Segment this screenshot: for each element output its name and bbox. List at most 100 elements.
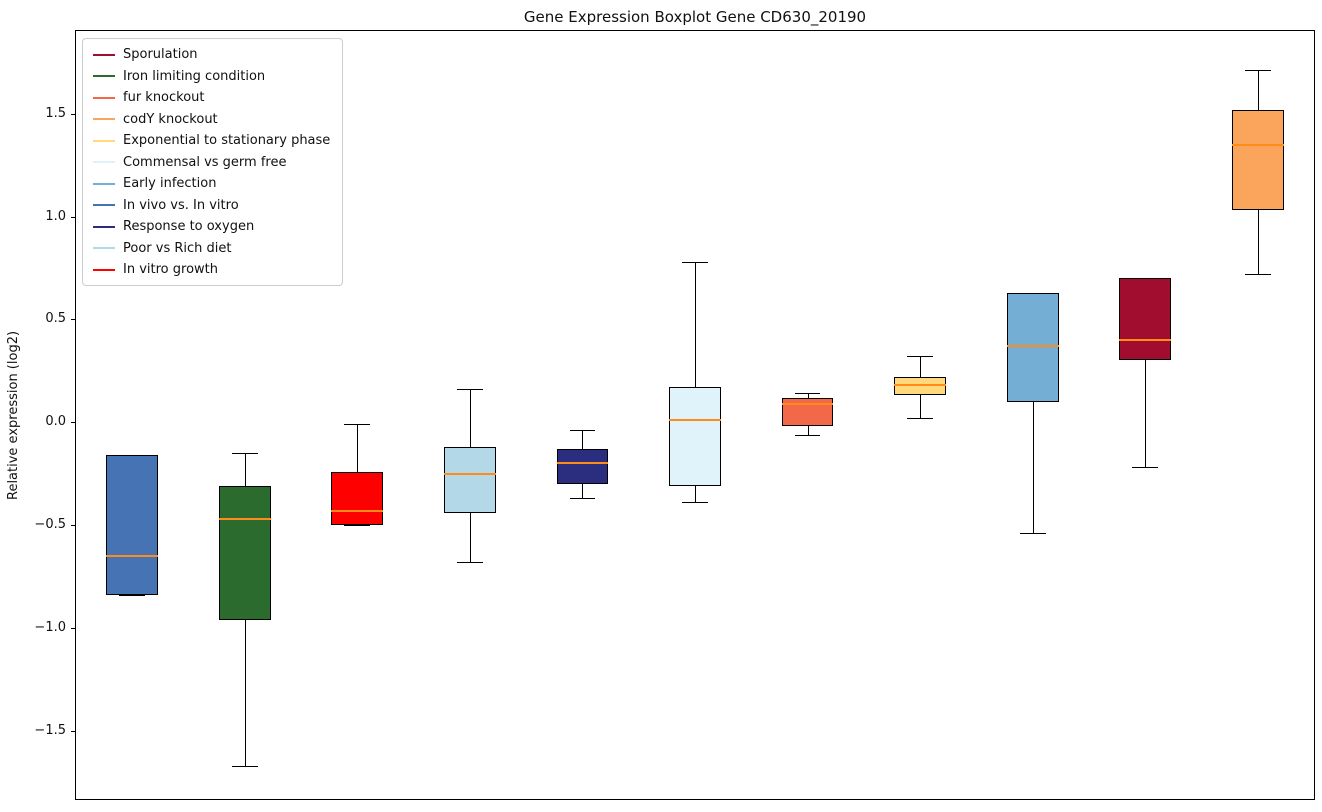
whisker-cap <box>907 418 934 420</box>
whisker <box>582 430 584 449</box>
median-line <box>444 472 496 475</box>
legend-label: Early infection <box>123 176 217 191</box>
plot-area: −1.5 −1.0 −0.5 0.0 0.5 1.0 1.5 Sporulation Iron… <box>34 30 1315 800</box>
box <box>444 446 496 513</box>
whisker-cap <box>794 434 821 436</box>
chart-title: Gene Expression Boxplot Gene CD630_20190 <box>523 8 867 26</box>
whisker-cap <box>682 261 708 263</box>
legend-label: Sporulation <box>123 47 198 62</box>
y-tick-label: 0.5 <box>45 311 66 327</box>
y-tick-label: 1.5 <box>45 105 66 121</box>
whisker <box>920 395 922 419</box>
legend-item: Commensal vs germ free <box>93 154 330 171</box>
legend-item: Early infection <box>93 175 330 192</box>
whisker <box>469 389 471 447</box>
y-tick-mark <box>71 113 76 115</box>
box <box>894 376 946 396</box>
legend-label: Iron limiting condition <box>123 68 266 84</box>
median-line <box>218 517 271 520</box>
whisker <box>920 356 922 377</box>
whisker <box>807 426 809 435</box>
y-tick-label: 1.0 <box>45 208 66 224</box>
box <box>106 455 159 595</box>
legend-swatch <box>93 182 115 185</box>
legend-label: fur knockout <box>123 90 205 105</box>
legend-swatch <box>93 118 115 120</box>
median-line <box>556 462 609 465</box>
box <box>669 387 721 486</box>
legend-item: Response to oxygen <box>93 218 330 235</box>
whisker-cap <box>231 453 258 455</box>
legend-item: Poor vs Rich diet <box>93 240 330 257</box>
whisker-cap <box>344 525 371 527</box>
whisker-cap <box>456 562 483 564</box>
whisker <box>1257 70 1259 110</box>
whisker <box>357 424 359 472</box>
whisker <box>695 485 696 503</box>
box <box>556 448 609 484</box>
legend-swatch <box>93 268 115 271</box>
y-tick-mark <box>71 730 76 732</box>
whisker-cap <box>1132 467 1159 469</box>
y-tick-mark <box>71 216 76 218</box>
whisker-cap <box>119 594 146 596</box>
legend-label: Response to oxygen <box>123 219 255 234</box>
whisker-cap <box>907 356 934 358</box>
whisker-cap <box>456 389 483 391</box>
legend-swatch <box>93 75 115 77</box>
whisker <box>1032 401 1034 534</box>
legend-swatch <box>93 96 115 99</box>
y-tick-mark <box>71 525 76 527</box>
whisker <box>807 393 809 398</box>
legend-item: fur knockout <box>93 89 330 106</box>
legend-label: codY knockout <box>123 111 218 127</box>
legend-label: Exponential to stationary phase <box>123 133 331 148</box>
whisker-cap <box>569 430 596 432</box>
legend-label: In vivo vs. In vitro <box>123 197 239 213</box>
y-tick-label: −1.5 <box>34 722 66 738</box>
legend-swatch <box>93 247 115 249</box>
legend-swatch <box>93 225 115 228</box>
whisker <box>244 619 246 766</box>
median-line <box>1006 345 1059 348</box>
whisker <box>244 453 246 486</box>
whisker <box>1257 210 1259 275</box>
legend-swatch <box>93 161 115 163</box>
whisker-cap <box>344 424 371 426</box>
whisker-cap <box>231 765 258 767</box>
whisker-cap <box>1244 70 1271 72</box>
whisker-cap <box>1019 533 1046 535</box>
legend: Sporulation Iron limiting condition fur kn… <box>82 38 344 286</box>
legend-label: In vitro growth <box>123 262 218 277</box>
median-line <box>669 419 721 422</box>
median-line <box>106 554 159 557</box>
legend-label: Commensal vs germ free <box>123 154 287 170</box>
median-line <box>1119 338 1172 341</box>
y-tick-label: −0.5 <box>34 517 66 533</box>
box <box>1006 292 1059 402</box>
legend-swatch <box>93 204 115 206</box>
whisker-cap <box>794 393 821 395</box>
box <box>218 485 271 620</box>
legend-swatch <box>93 53 115 56</box>
legend-item: Sporulation <box>93 46 330 63</box>
whisker-cap <box>569 498 596 500</box>
whisker <box>582 483 584 499</box>
whisker-cap <box>1244 274 1271 276</box>
y-tick-mark <box>71 422 76 424</box>
y-tick-mark <box>71 319 76 321</box>
legend-swatch <box>93 139 115 142</box>
box <box>1231 109 1284 211</box>
whisker <box>695 261 696 388</box>
legend-label: Poor vs Rich diet <box>123 240 232 256</box>
median-line <box>781 402 834 405</box>
box <box>1119 278 1172 361</box>
legend-item: codY knockout <box>93 111 330 128</box>
whisker-cap <box>682 502 708 504</box>
y-tick-label: −1.0 <box>34 619 66 635</box>
whisker <box>1145 360 1147 468</box>
whisker <box>469 512 471 563</box>
legend-item: Exponential to stationary phase <box>93 132 330 149</box>
box <box>781 397 834 427</box>
